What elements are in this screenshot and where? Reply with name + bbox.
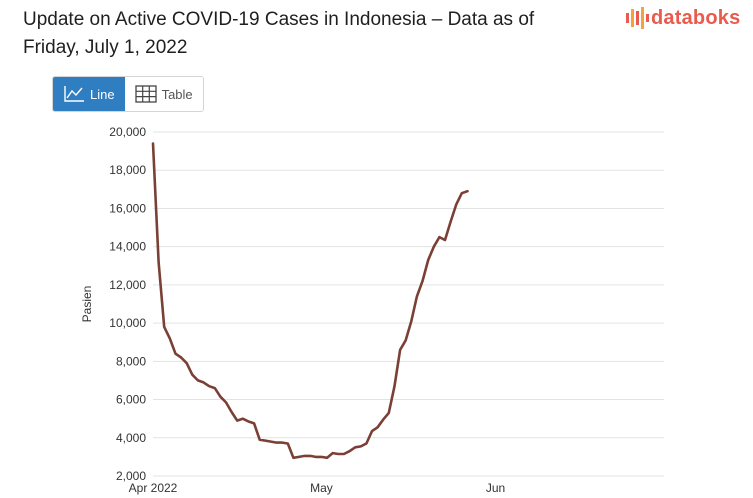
y-tick-label: 10,000 [109,316,146,330]
x-axis-ticks: Apr 2022 May Jun [129,481,506,495]
x-tick-label: Jun [486,481,505,495]
table-view-label: Table [161,86,193,102]
chart-title: Update on Active COVID-19 Cases in Indon… [23,9,535,58]
y-tick-label: 2,000 [116,469,146,483]
chart-gridlines [153,131,664,477]
databoks-logo-icon [626,7,649,29]
table-view-button[interactable]: Table [124,77,203,111]
chart-series [151,142,469,460]
y-tick-label: 20,000 [109,125,146,139]
table-grid-icon [134,85,157,103]
view-toggle: Line Table [52,76,204,112]
databoks-logo[interactable]: databoks [625,6,740,30]
y-tick-label: 16,000 [109,201,146,215]
y-axis-title: Pasien [80,286,94,323]
y-axis-ticks: 2,000 4,000 6,000 8,000 10,000 12,000 14,000 16… [109,125,146,483]
y-tick-label: 18,000 [109,163,146,177]
x-tick-label: Apr 2022 [129,481,178,495]
y-tick-label: 6,000 [116,393,146,407]
line-view-label: Line [90,86,115,102]
logo-text: databoks [651,6,741,29]
y-tick-label: 8,000 [116,354,146,368]
y-tick-label: 12,000 [109,278,146,292]
line-chart-icon [64,86,84,102]
series-line [151,142,469,460]
x-tick-label: May [310,481,333,495]
y-tick-label: 14,000 [109,240,146,254]
line-view-button[interactable]: Line [53,77,125,111]
y-tick-label: 4,000 [116,431,146,445]
